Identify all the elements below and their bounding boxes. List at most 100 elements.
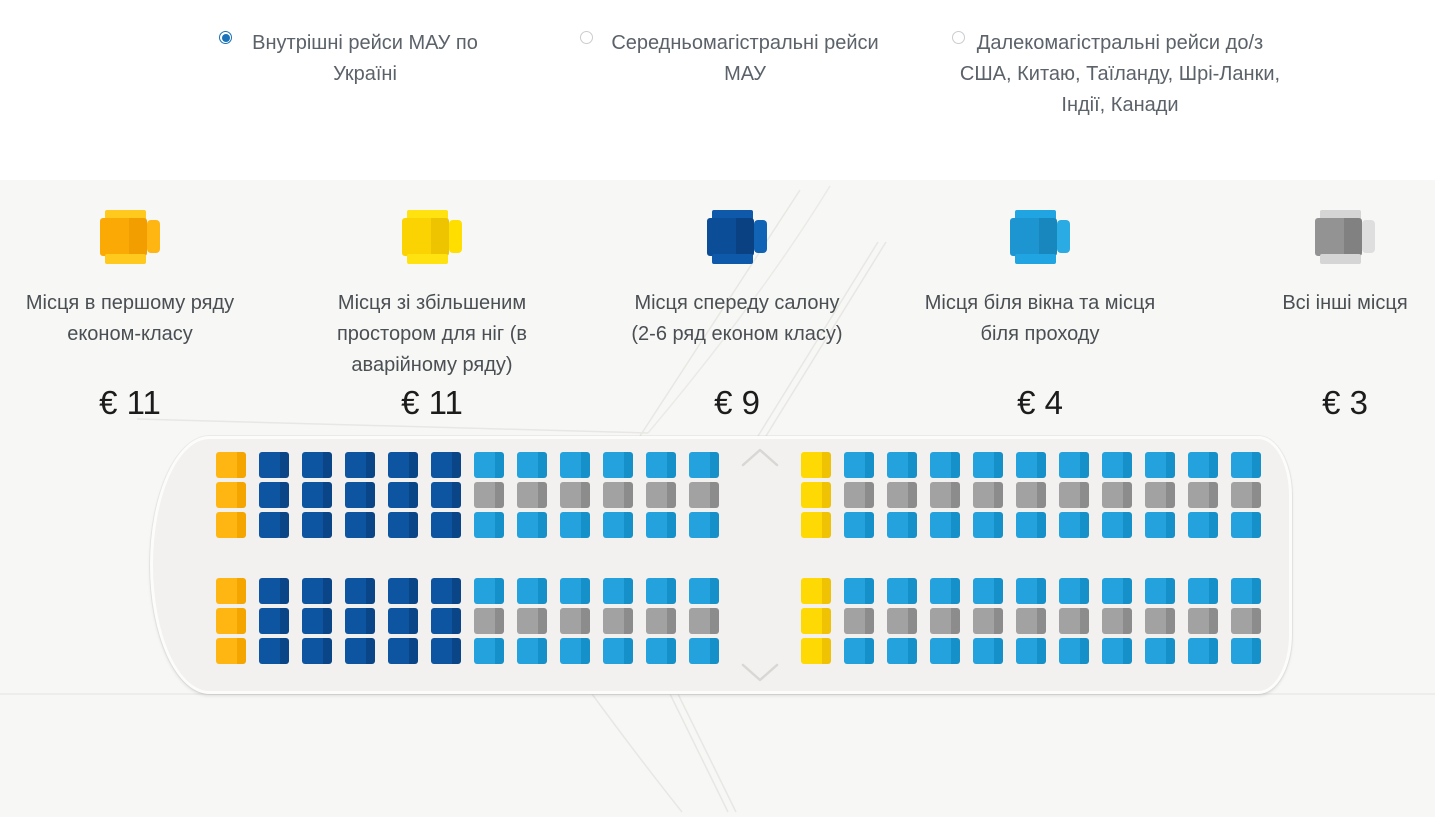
seat-column xyxy=(1231,578,1261,664)
seat-column xyxy=(345,452,375,538)
seat xyxy=(259,512,289,538)
radio-label: Середньомагістральні рейси МАУ xyxy=(595,28,895,90)
seat-column xyxy=(1188,578,1218,664)
seat xyxy=(689,638,719,664)
seat xyxy=(1102,638,1132,664)
seat xyxy=(973,608,1003,634)
seat xyxy=(1102,482,1132,508)
seat xyxy=(1188,482,1218,508)
radio-label: Внутрішні рейси МАУ по Україні xyxy=(225,28,505,90)
seat xyxy=(302,638,332,664)
seat-column xyxy=(1145,452,1175,538)
seat xyxy=(345,512,375,538)
seat xyxy=(844,452,874,478)
seat xyxy=(1016,452,1046,478)
seat xyxy=(560,638,590,664)
radio-label-line: Індії, Канади xyxy=(1061,94,1179,116)
seat xyxy=(1059,638,1089,664)
seat-column xyxy=(1059,452,1089,538)
seat-column xyxy=(930,578,960,664)
seat xyxy=(1231,482,1261,508)
seat xyxy=(216,512,246,538)
seat xyxy=(517,578,547,604)
seat-column xyxy=(259,452,289,538)
seat-column xyxy=(1016,578,1046,664)
radio-button-icon[interactable] xyxy=(219,31,232,44)
seat-column xyxy=(844,452,874,538)
seat xyxy=(1188,578,1218,604)
seat-column xyxy=(973,578,1003,664)
seat-column xyxy=(689,578,719,664)
seat xyxy=(1231,638,1261,664)
seat-column xyxy=(844,578,874,664)
seat xyxy=(1231,452,1261,478)
legend-label: Місця біля вікна та місця біля проходу xyxy=(924,292,1156,345)
seat xyxy=(603,482,633,508)
seat xyxy=(1231,512,1261,538)
seat xyxy=(388,608,418,634)
seat xyxy=(259,578,289,604)
seat-column xyxy=(1145,578,1175,664)
seat-column xyxy=(216,578,246,664)
radio-label-line: МАУ xyxy=(724,63,766,85)
seat xyxy=(1016,608,1046,634)
seat xyxy=(431,482,461,508)
seat-column xyxy=(431,452,461,538)
gold-seat-icon xyxy=(100,210,160,264)
seat xyxy=(431,512,461,538)
seat xyxy=(973,482,1003,508)
seat-bank-right-side xyxy=(216,578,1261,664)
seat xyxy=(345,578,375,604)
legend-label: Місця в першому ряду економ-класу xyxy=(25,292,235,345)
gray-seat-icon xyxy=(1315,210,1375,264)
seat xyxy=(1145,638,1175,664)
radio-button-icon[interactable] xyxy=(580,31,593,44)
seat xyxy=(887,638,917,664)
seat xyxy=(474,608,504,634)
seat xyxy=(345,482,375,508)
seat-column xyxy=(603,578,633,664)
radio-label-line: Внутрішні рейси МАУ по xyxy=(252,32,478,54)
seat xyxy=(474,482,504,508)
price: € 11 xyxy=(99,384,161,421)
seat xyxy=(474,638,504,664)
legend-item-first-row-economy: Місця в першому ряду економ-класу € 11 xyxy=(0,200,280,450)
seat xyxy=(1188,512,1218,538)
seat xyxy=(930,482,960,508)
seat xyxy=(345,638,375,664)
seat xyxy=(560,512,590,538)
seat xyxy=(973,638,1003,664)
seat xyxy=(930,608,960,634)
radio-button-icon[interactable] xyxy=(952,31,965,44)
seat xyxy=(646,608,676,634)
seat xyxy=(302,608,332,634)
seat xyxy=(1102,452,1132,478)
seat xyxy=(973,578,1003,604)
seat xyxy=(259,638,289,664)
seat xyxy=(259,608,289,634)
seat xyxy=(844,578,874,604)
seat xyxy=(646,578,676,604)
seat xyxy=(259,452,289,478)
seat xyxy=(345,608,375,634)
seat-column xyxy=(930,452,960,538)
seat xyxy=(517,638,547,664)
seat-column xyxy=(302,578,332,664)
seat-column xyxy=(474,578,504,664)
seat-column xyxy=(259,578,289,664)
seat-column xyxy=(646,578,676,664)
price: € 9 xyxy=(714,384,760,421)
seat xyxy=(1188,452,1218,478)
seat-column xyxy=(560,578,590,664)
legend-item-window-aisle: Місця біля вікна та місця біля проходу €… xyxy=(890,200,1190,450)
price: € 3 xyxy=(1322,384,1368,421)
seat-column xyxy=(801,452,831,538)
seat-column xyxy=(517,452,547,538)
seat xyxy=(646,638,676,664)
seat xyxy=(302,482,332,508)
seat xyxy=(689,452,719,478)
seat xyxy=(689,608,719,634)
radio-label-line: Далекомагістральні рейси до/з xyxy=(976,32,1264,54)
seat xyxy=(517,482,547,508)
